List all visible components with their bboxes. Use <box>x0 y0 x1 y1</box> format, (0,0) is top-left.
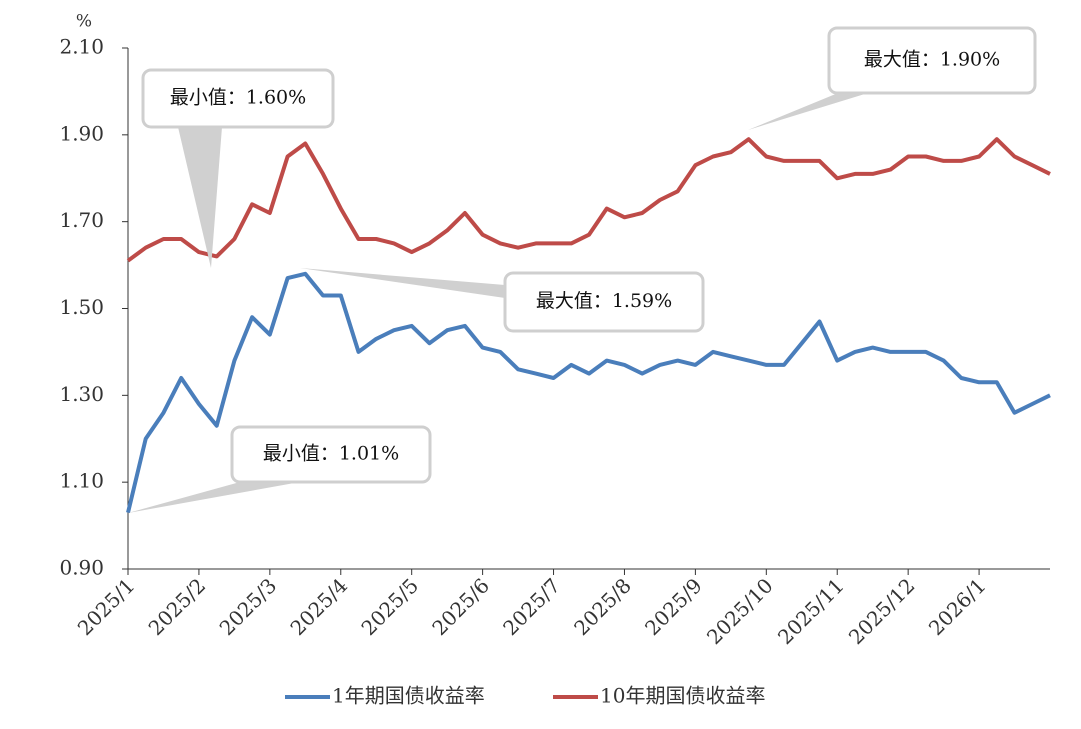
x-tick-label: 2025/10 <box>702 573 778 649</box>
x-tick-label: 2025/5 <box>356 573 423 640</box>
series-line <box>126 271 1051 514</box>
x-tick-label: 2026/1 <box>924 573 991 640</box>
legend-label: 10年期国债收益率 <box>600 684 765 708</box>
callout-pointer <box>300 268 505 298</box>
callout-pointer <box>128 482 300 513</box>
callout-pointer <box>178 127 222 268</box>
callout-box <box>141 68 335 129</box>
x-tick-label: 2025/11 <box>773 573 849 649</box>
y-tick-label: 1.50 <box>59 295 104 319</box>
y-tick-label: 0.90 <box>59 556 104 580</box>
x-tick-label: 2025/4 <box>285 573 352 640</box>
callout-box <box>827 26 1037 95</box>
x-tick-label: 2025/3 <box>215 573 282 640</box>
x-tick-label: 2025/6 <box>427 573 494 640</box>
legend-label: 1年期国债收益率 <box>332 684 485 708</box>
callout-box <box>503 271 705 333</box>
y-tick-label: 1.70 <box>59 208 104 232</box>
y-unit: % <box>76 12 92 32</box>
x-tick-label: 2025/12 <box>844 573 920 649</box>
y-tick-label: 1.30 <box>59 382 104 406</box>
y-tick-label: 1.10 <box>59 469 104 493</box>
callout-pointer <box>748 93 868 130</box>
y-tick-label: 1.90 <box>59 121 104 145</box>
x-tick-label: 2025/2 <box>144 573 211 640</box>
x-tick-label: 2025/9 <box>640 573 707 640</box>
callout-box <box>230 425 432 484</box>
annotation: 最大值：1.59% <box>536 290 672 312</box>
y-tick-label: 2.10 <box>59 35 104 59</box>
x-tick-label: 2025/8 <box>569 573 636 640</box>
x-tick-label: 2025/7 <box>498 573 565 640</box>
x-tick-label: 2025/1 <box>73 573 140 640</box>
series-line <box>126 137 1051 263</box>
annotation: 最大值：1.90% <box>864 49 1000 71</box>
annotation: 最小值：1.01% <box>263 443 399 465</box>
annotation: 最小值：1.60% <box>170 87 306 109</box>
